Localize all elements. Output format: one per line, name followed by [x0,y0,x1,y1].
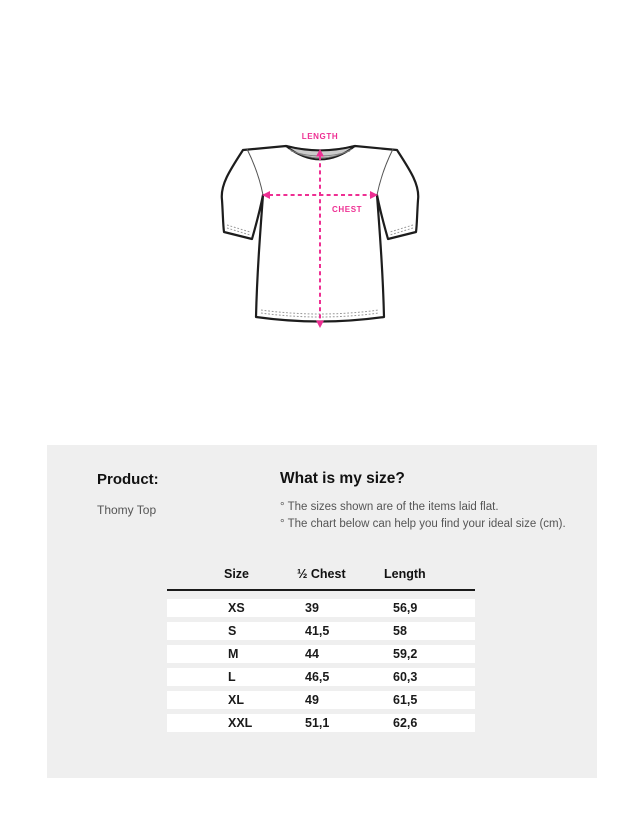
left-cuff-stitching [226,224,251,233]
size-note-line: ° The sizes shown are of the items laid … [280,501,499,513]
left-armhole-seam [246,148,264,196]
column-header-size: Size [224,567,250,581]
column-header-chest: ½ Chest [297,567,346,581]
size-question-heading: What is my size? [280,470,405,487]
right-cuff-stitching [389,224,414,233]
size-table-header: Size ½ Chest Length [167,563,475,589]
column-header-length: Length [384,567,426,581]
chest-cell: 49 [305,693,319,707]
left-cuff-stitching [226,227,251,236]
product-name: Thomy Top [97,503,157,517]
size-cell: XL [228,693,244,707]
size-notes: ° The sizes shown are of the items laid … [280,499,566,533]
size-info-panel: Product: Thomy Top What is my size? ° Th… [47,445,597,778]
size-cell: XS [228,601,245,615]
length-arrow-down-icon [316,320,324,328]
chest-measurement: CHEST [262,191,378,214]
right-cuff-stitching [389,227,414,236]
chest-arrow-right-icon [370,191,378,199]
chest-cell: 46,5 [305,670,330,684]
right-armhole-seam [376,148,394,196]
size-cell: XXL [228,716,253,730]
chest-label: CHEST [332,205,362,214]
tshirt-drawing: LENGTH CHEST [220,132,420,328]
size-cell: M [228,647,239,661]
table-row-m: M 44 59,2 [167,645,475,663]
length-cell: 62,6 [393,716,418,730]
length-label: LENGTH [302,132,339,141]
chest-cell: 44 [305,647,319,661]
size-cell: L [228,670,236,684]
chest-cell: 51,1 [305,716,330,730]
chest-cell: 39 [305,601,319,615]
length-cell: 60,3 [393,670,418,684]
length-arrow-up-icon [316,149,324,157]
header-divider [167,589,475,591]
table-row-xl: XL 49 61,5 [167,691,475,709]
length-cell: 61,5 [393,693,418,707]
table-row-l: L 46,5 60,3 [167,668,475,686]
length-cell: 58 [393,624,407,638]
length-measurement: LENGTH [302,132,339,328]
tshirt-measurement-diagram: LENGTH CHEST [210,125,430,335]
product-heading: Product: [97,471,159,488]
length-cell: 59,2 [393,647,418,661]
tshirt-outline [220,144,420,323]
size-cell: S [228,624,237,638]
size-table: Size ½ Chest Length XS 39 56,9 S 41,5 58… [167,563,475,737]
hem-stitching [260,309,380,315]
chest-arrow-left-icon [262,191,270,199]
length-cell: 56,9 [393,601,418,615]
chest-cell: 41,5 [305,624,330,638]
table-row-xs: XS 39 56,9 [167,599,475,617]
table-row-s: S 41,5 58 [167,622,475,640]
table-row-xxl: XXL 51,1 62,6 [167,714,475,732]
size-note-line: ° The chart below can help you find your… [280,518,566,530]
